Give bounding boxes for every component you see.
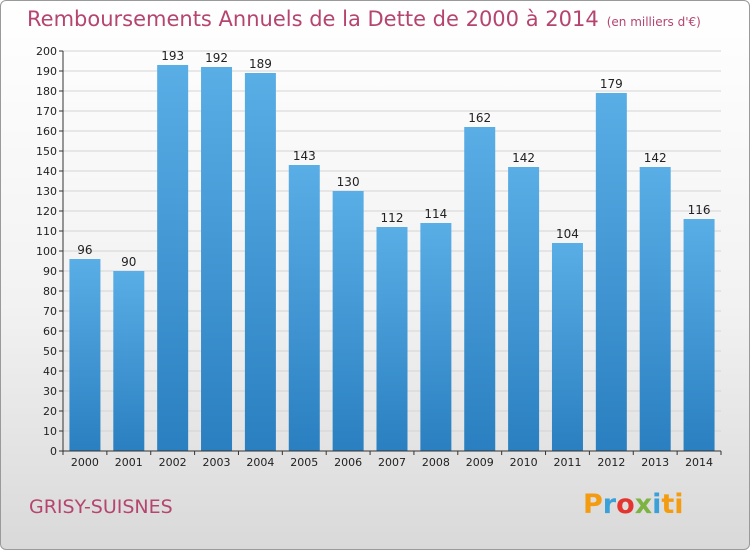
bar-value-label: 112 xyxy=(381,211,404,225)
y-tick-label: 100 xyxy=(36,245,57,258)
x-tick-label: 2006 xyxy=(334,456,362,469)
y-tick-label: 110 xyxy=(36,225,57,238)
bar xyxy=(244,73,276,451)
y-tick-label: 60 xyxy=(43,325,57,338)
x-tick-label: 2010 xyxy=(510,456,538,469)
y-tick-label: 50 xyxy=(43,345,57,358)
bar xyxy=(639,167,671,451)
y-tick-label: 130 xyxy=(36,185,57,198)
x-tick-label: 2012 xyxy=(597,456,625,469)
bar-value-label: 162 xyxy=(468,111,491,125)
y-tick-label: 140 xyxy=(36,165,57,178)
bar-value-label: 192 xyxy=(205,51,228,65)
x-tick-label: 2005 xyxy=(290,456,318,469)
axes xyxy=(62,51,721,452)
x-tick-label: 2009 xyxy=(466,456,494,469)
bar xyxy=(332,191,364,451)
bar xyxy=(288,165,320,451)
bar xyxy=(201,67,233,451)
y-axis-ticks: 0 10 20 30 40 50 60 70 80 90 100 110 120 130 140 150 160… xyxy=(36,45,63,458)
y-tick-label: 90 xyxy=(43,265,57,278)
bar-value-label: 142 xyxy=(644,151,667,165)
y-tick-label: 40 xyxy=(43,365,57,378)
x-tick-label: 2013 xyxy=(641,456,669,469)
bar xyxy=(157,65,189,451)
bar xyxy=(69,259,101,451)
commune-name: GRISY-SUISNES xyxy=(29,496,173,518)
bar xyxy=(420,223,452,451)
bar xyxy=(551,243,583,451)
bar xyxy=(464,127,496,451)
bar xyxy=(113,271,145,451)
bar xyxy=(595,93,627,451)
y-tick-label: 170 xyxy=(36,105,57,118)
y-tick-label: 150 xyxy=(36,145,57,158)
x-tick-label: 2014 xyxy=(685,456,713,469)
logo-letter: o xyxy=(616,489,635,520)
logo-letter: ti xyxy=(661,489,684,520)
chart-title: Remboursements Annuels de la Dette de 20… xyxy=(27,7,701,31)
bar-value-label: 193 xyxy=(161,49,184,63)
x-axis-ticks: 2000 2001 2002 2003 2004 2005 2006 2007 2008 2009… xyxy=(62,451,722,469)
y-tick-label: 70 xyxy=(43,305,57,318)
x-tick-label: 2004 xyxy=(246,456,274,469)
x-tick-label: 2000 xyxy=(71,456,99,469)
x-tick-label: 2007 xyxy=(378,456,406,469)
bar-value-label: 130 xyxy=(337,175,360,189)
logo-letter: i xyxy=(652,489,662,520)
y-tick-label: 80 xyxy=(43,285,57,298)
x-tick-label: 2008 xyxy=(422,456,450,469)
y-tick-label: 160 xyxy=(36,125,57,138)
proxiti-logo: Proxiti xyxy=(583,489,684,520)
bar-value-label: 114 xyxy=(424,207,447,221)
x-tick-label: 2003 xyxy=(203,456,231,469)
x-tick-label: 2002 xyxy=(159,456,187,469)
bar-value-label: 96 xyxy=(77,243,92,257)
logo-letter: x xyxy=(634,489,653,520)
bar-value-label: 189 xyxy=(249,57,272,71)
y-tick-label: 190 xyxy=(36,65,57,78)
y-tick-label: 200 xyxy=(36,45,57,58)
logo-letter: r xyxy=(602,489,617,520)
chart-title-text: Remboursements Annuels de la Dette de 20… xyxy=(27,7,599,31)
y-tick-label: 180 xyxy=(36,85,57,98)
bar-value-label: 90 xyxy=(121,255,136,269)
value-labels: 96 90 193 192 189 143 130 112 114 162 142 104 179 142… xyxy=(77,49,710,269)
y-tick-label: 10 xyxy=(43,425,57,438)
logo-letter: P xyxy=(583,489,603,520)
bar xyxy=(508,167,540,451)
chart-subtitle: (en milliers d'€) xyxy=(606,15,701,29)
y-tick-label: 30 xyxy=(43,385,57,398)
bar-value-label: 116 xyxy=(688,203,711,217)
x-tick-label: 2001 xyxy=(115,456,143,469)
bar xyxy=(683,219,715,451)
bar-value-label: 179 xyxy=(600,77,623,91)
y-tick-label: 20 xyxy=(43,405,57,418)
bars xyxy=(69,65,715,451)
y-tick-label: 120 xyxy=(36,205,57,218)
x-tick-label: 2011 xyxy=(553,456,581,469)
bar-value-label: 142 xyxy=(512,151,535,165)
bar-value-label: 104 xyxy=(556,227,579,241)
bar xyxy=(376,227,408,451)
bar-value-label: 143 xyxy=(293,149,316,163)
y-tick-label: 0 xyxy=(50,445,57,458)
